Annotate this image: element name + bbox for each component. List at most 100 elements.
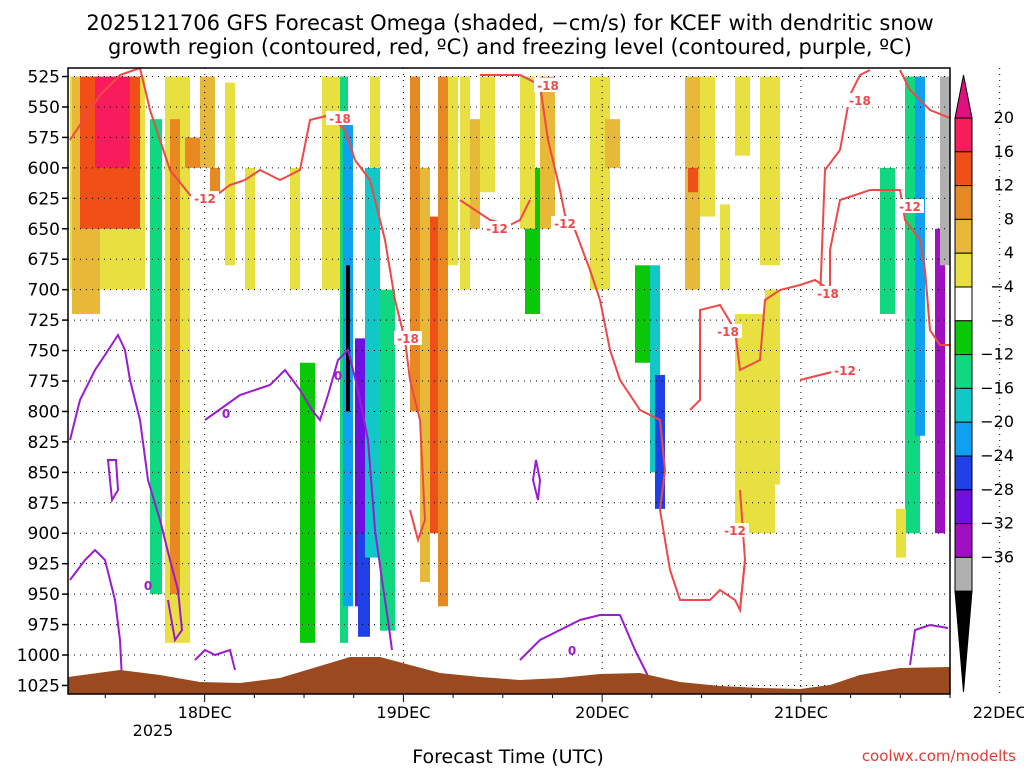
omega-band [635, 265, 650, 363]
omega-band [720, 204, 730, 290]
colorbar-label: −4 [990, 277, 1014, 296]
omega-band [430, 216, 438, 534]
dgz-contour-label-bg [191, 191, 219, 205]
omega-band [346, 265, 350, 412]
omega-band [210, 167, 220, 193]
dgz-contour-label-bg [394, 331, 422, 345]
omega-band [322, 76, 340, 290]
omega-band [460, 76, 470, 290]
omega-band [655, 374, 665, 509]
dgz-contour-label-bg [534, 78, 562, 92]
dgz-contour-label: -18 [817, 287, 839, 301]
chart-title: 2025121706 GFS Forecast Omega (shaded, −… [86, 11, 933, 59]
omega-band [880, 167, 895, 315]
omega-band [800, 289, 815, 485]
dgz-contour-label: -12 [724, 524, 746, 538]
omega-band [915, 76, 925, 436]
colorbar-bottom-arrow [954, 590, 973, 693]
colorbar-label: −28 [980, 480, 1014, 499]
colorbar-segment [954, 117, 973, 153]
y-tick-label: 550 [28, 98, 60, 118]
chart-title-line-1: 2025121706 GFS Forecast Omega (shaded, −… [86, 11, 933, 35]
dgz-contour-label: -12 [554, 217, 576, 231]
colorbar-label: −24 [980, 446, 1014, 465]
colorbar-segment [954, 523, 973, 558]
dgz-contour-label-bg [483, 221, 511, 235]
colorbar-segment [954, 455, 973, 491]
dgz-contour-line [899, 69, 951, 119]
dgz-contour-line [354, 159, 427, 544]
x-tick-label: 20DEC [575, 703, 629, 722]
colorbar-segment [954, 252, 973, 288]
omega-band [95, 76, 130, 168]
omega-band [780, 265, 800, 497]
omega-band [735, 76, 750, 156]
colorbar-top-arrow [954, 74, 973, 119]
watermark: coolwx.com/modelts [862, 747, 1016, 765]
x-axis-title: Forecast Time (UTC) [412, 746, 603, 768]
y-tick-label: 925 [28, 555, 60, 575]
omega-band [420, 167, 430, 582]
omega-band [470, 119, 480, 229]
omega-band [355, 76, 370, 193]
colorbar-label: 20 [994, 108, 1014, 127]
dgz-contour-line [689, 278, 831, 411]
dgz-contour-label: -18 [717, 325, 739, 339]
x-tick-label: 18DEC [178, 703, 232, 722]
freezing-contour-line [69, 548, 123, 681]
dgz-contour-line [829, 189, 950, 346]
y-tick-label: 900 [28, 524, 60, 544]
dgz-contour-label-bg [714, 324, 742, 338]
omega-band [245, 167, 255, 290]
y-tick-label: 875 [28, 494, 60, 514]
colorbar-segment [954, 185, 973, 220]
y-tick-label: 650 [28, 220, 60, 240]
omega-band [480, 76, 495, 193]
y-tick-label: 625 [28, 189, 60, 209]
omega-band [300, 362, 315, 643]
omega-band [650, 265, 660, 473]
colorbar-segment [954, 489, 973, 525]
omega-band [860, 76, 870, 473]
colorbar-segment [954, 354, 973, 389]
x-tick-label: 19DEC [376, 703, 430, 722]
colorbar-segment [954, 421, 973, 457]
colorbar-label: −32 [980, 514, 1014, 533]
y-tick-label: 775 [28, 372, 60, 392]
dgz-contour-line [819, 69, 871, 301]
y-tick-label: 825 [28, 433, 60, 453]
omega-band [700, 76, 715, 217]
dgz-contour-label: -12 [834, 364, 856, 378]
colorbar-label: −16 [980, 378, 1014, 397]
omega-band [170, 119, 180, 595]
omega-band [520, 76, 535, 229]
omega-band [760, 76, 780, 266]
omega-band [438, 76, 448, 607]
omega-band [855, 447, 862, 485]
omega-band [395, 167, 410, 631]
colorbar-segment [954, 151, 973, 187]
omega-band [100, 94, 125, 120]
freezing-contour-line [69, 332, 184, 643]
dgz-contour-label: -18 [849, 94, 871, 108]
freezing-contour-line [106, 459, 120, 504]
omega-band [255, 508, 275, 631]
omega-band [410, 76, 420, 412]
omega-band [866, 557, 874, 573]
omega-band [355, 338, 365, 607]
omega-band [150, 119, 162, 595]
y-tick-label: 975 [28, 616, 60, 636]
y-tick-label: 800 [28, 402, 60, 422]
freezing-contour-label: 0 [568, 644, 576, 658]
dgz-contour-label-bg [831, 363, 859, 377]
dgz-contour-label: -12 [899, 200, 921, 214]
omega-band [380, 289, 395, 631]
colorbar-label: 12 [994, 176, 1014, 195]
omega-band [225, 82, 235, 266]
freezing-contour-line [519, 614, 651, 681]
omega-band [895, 76, 905, 534]
y-tick-label: 600 [28, 159, 60, 179]
colorbar-label: −20 [980, 412, 1014, 431]
x-axis: 2025 18DEC19DEC20DEC21DEC22DEC23DEC24DEC [104, 694, 1024, 740]
colorbar-label: −36 [980, 547, 1014, 566]
